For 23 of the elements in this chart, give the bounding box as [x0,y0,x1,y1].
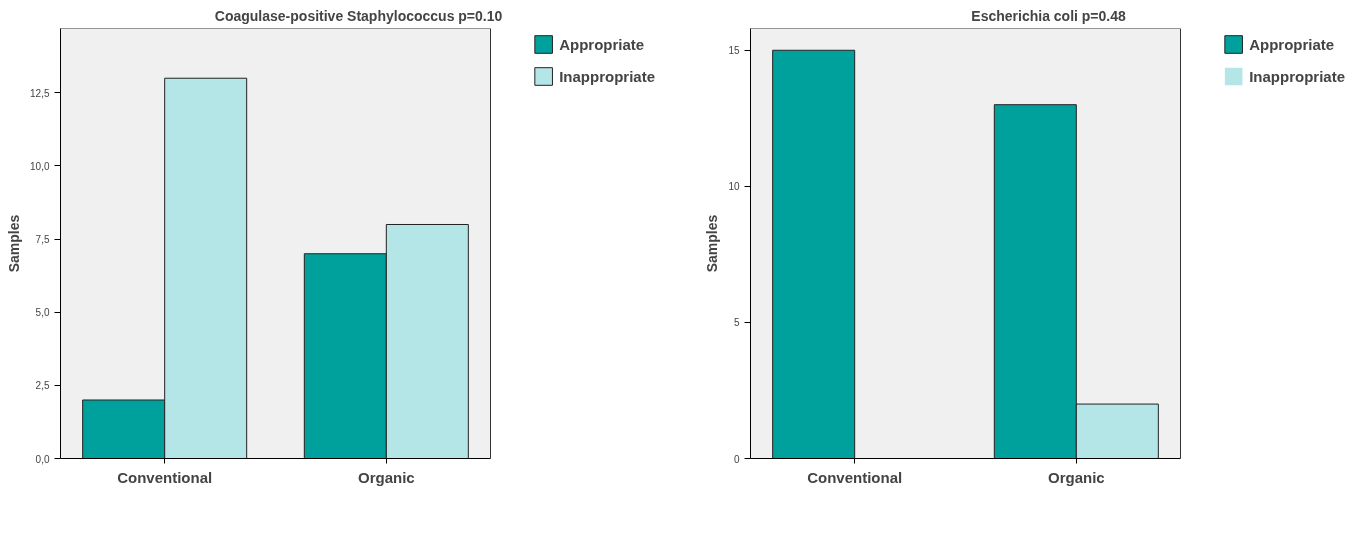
x-tick-label: Conventional [117,468,213,486]
y-axis-title: Samples [704,214,721,273]
y-tick-label: 0 [733,453,740,465]
y-tick-label: 0,0 [35,453,50,465]
y-tick-label: 15 [728,45,740,57]
y-tick-label: 5,0 [35,307,50,319]
legend-label: Inappropriate [559,67,655,85]
y-tick-label: 5 [733,317,740,329]
y-tick-label: 10 [728,181,740,193]
x-tick-label: Organic [357,468,415,486]
bar [772,49,856,459]
chart-title: Coagulase-positive Staphylococcus p=0.10 [214,7,503,24]
chart-title: Escherichia coli p=0.48 [971,7,1126,24]
legend-label: Appropriate [1249,35,1335,53]
y-tick-label: 10,0 [30,160,50,172]
y-axis-title: Samples [6,214,23,273]
legend-label: Inappropriate [1249,67,1345,85]
y-tick-label: 12,5 [30,87,50,99]
y-tick-label: 2,5 [35,380,50,392]
legend-label: Appropriate [559,35,645,53]
x-tick-label: Conventional [807,468,903,486]
x-tick-label: Organic [1047,468,1105,486]
y-tick-label: 7,5 [35,234,50,246]
